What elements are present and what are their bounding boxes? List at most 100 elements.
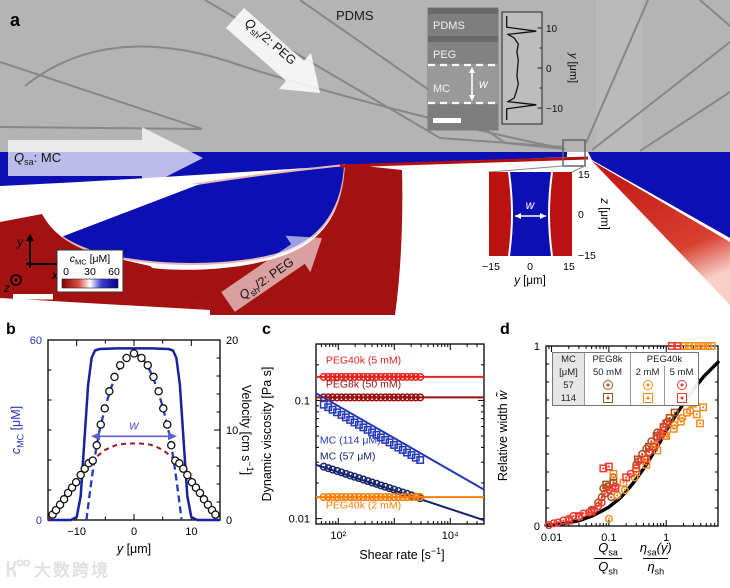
marker-dot-icon bbox=[572, 515, 575, 518]
circle-marker-icon bbox=[602, 380, 613, 391]
data-point-circle bbox=[195, 488, 205, 498]
legend-header-peg8k: PEG8k bbox=[584, 353, 630, 366]
circle-marker-icon bbox=[385, 372, 394, 381]
data-point-circle bbox=[110, 372, 119, 382]
square-marker-icon bbox=[632, 464, 641, 473]
legend-header-mc: MC bbox=[553, 353, 584, 366]
legend-marker-cell bbox=[664, 392, 698, 405]
square-marker-icon bbox=[676, 417, 685, 426]
x-tick: 15 bbox=[563, 261, 575, 273]
circle-marker-icon bbox=[597, 498, 606, 507]
square-marker-icon bbox=[587, 507, 596, 516]
circle-marker-icon bbox=[372, 493, 381, 502]
x-tick: −15 bbox=[482, 261, 500, 273]
square-marker-icon bbox=[640, 455, 649, 464]
x-tick-label: 0 bbox=[131, 526, 137, 538]
circle-marker-icon bbox=[363, 493, 372, 502]
marker-dot-icon bbox=[614, 485, 617, 488]
square-marker-icon bbox=[609, 469, 618, 478]
circle-marker-icon bbox=[341, 372, 350, 381]
square-marker-icon bbox=[649, 442, 658, 451]
circle-marker-icon bbox=[389, 493, 398, 502]
circle-marker-icon bbox=[394, 493, 403, 502]
circle-marker-icon bbox=[332, 393, 342, 402]
panel-a-microfluidics-image: PDMS a bbox=[0, 0, 730, 318]
legend-conc-5mM: 5 mM bbox=[664, 366, 698, 379]
circle-marker-icon bbox=[389, 393, 398, 402]
colorbar-title: cMC [μM] bbox=[70, 253, 111, 267]
marker-dot-icon bbox=[582, 512, 585, 515]
circle-marker-icon bbox=[328, 393, 337, 402]
data-point-circle bbox=[88, 456, 97, 465]
circle-marker-icon bbox=[346, 493, 355, 502]
marker-dot-icon bbox=[577, 515, 581, 518]
marker-dot-icon bbox=[702, 406, 705, 409]
square-marker-icon bbox=[656, 430, 665, 439]
square-marker-icon bbox=[707, 342, 716, 350]
series-label: MC (114 μM) bbox=[320, 435, 381, 447]
circle-marker-icon bbox=[381, 393, 390, 402]
circle-marker-icon bbox=[354, 372, 364, 381]
circle-marker-icon bbox=[416, 393, 425, 402]
y-axis-label: y bbox=[16, 235, 24, 249]
data-point-circle bbox=[96, 420, 105, 429]
legend-header-mc-unit: [μM] bbox=[553, 366, 584, 379]
data-point-circle bbox=[143, 360, 153, 370]
square-marker-icon bbox=[669, 424, 678, 433]
circle-marker-icon bbox=[389, 372, 398, 381]
inset-scale-bar bbox=[433, 118, 461, 123]
square-marker-icon bbox=[411, 453, 420, 462]
circle-marker-icon bbox=[337, 393, 346, 402]
panel-d-legend: MC PEG8k PEG40k [μM] 50 mM 2 mM 5 mM 57 … bbox=[552, 352, 699, 406]
y-tick-label: 0.1 bbox=[295, 395, 310, 407]
marker-dot-icon bbox=[556, 521, 560, 524]
circle-marker-icon bbox=[403, 493, 412, 502]
channel-walls bbox=[0, 0, 730, 152]
circle-marker-icon bbox=[328, 493, 337, 502]
circle-marker-icon bbox=[398, 488, 407, 497]
y-tick-label: 60 bbox=[30, 335, 42, 347]
marker-dot-icon bbox=[622, 481, 625, 484]
legend-marker-cell bbox=[584, 379, 630, 392]
simulation bbox=[0, 152, 730, 318]
data-point-circle bbox=[105, 387, 114, 396]
plot-frame bbox=[315, 343, 485, 525]
circle-marker-icon bbox=[368, 493, 377, 502]
interface-right bbox=[548, 171, 553, 257]
intensity-curve bbox=[506, 16, 537, 120]
circle-marker-icon bbox=[381, 482, 390, 491]
marker-dot-icon bbox=[603, 492, 606, 495]
marker-dot-icon bbox=[610, 496, 613, 499]
circle-marker-icon bbox=[544, 521, 553, 530]
data-point-circle bbox=[137, 353, 146, 363]
sheath-top-arrow-icon bbox=[226, 8, 320, 93]
square-marker-icon bbox=[416, 456, 425, 464]
data-point-circle bbox=[163, 420, 172, 429]
z-axis-label: z [μm] bbox=[598, 197, 610, 230]
colorbar-tick: 30 bbox=[84, 266, 96, 278]
mc-stream-right bbox=[588, 152, 730, 238]
x-tick-label: 10 bbox=[185, 526, 197, 538]
y-tick: 10 bbox=[546, 24, 558, 35]
pdms-label: PDMS bbox=[336, 8, 374, 23]
data-point-circle bbox=[211, 510, 220, 519]
circle-marker-icon bbox=[604, 514, 613, 523]
w-arrow-heads bbox=[91, 432, 177, 441]
circle-marker-icon bbox=[644, 448, 654, 457]
panel-d: d 0.01 0.1 1 0 1 Relative width w̃ Qsa Qsh η… bbox=[492, 318, 730, 588]
circle-marker-icon bbox=[368, 478, 377, 487]
circle-marker-icon bbox=[363, 476, 372, 486]
circle-marker-icon bbox=[376, 372, 385, 381]
square-marker-icon bbox=[602, 393, 613, 404]
marker-dot-icon bbox=[547, 524, 551, 527]
marker-dot-icon bbox=[637, 460, 640, 463]
watermark-text: 大数跨境 bbox=[34, 561, 110, 580]
layer-pdms-label: PDMS bbox=[433, 20, 465, 32]
watermark: 大数跨境 bbox=[4, 556, 110, 581]
white-corner bbox=[0, 298, 210, 315]
marker-dot-icon bbox=[679, 420, 682, 423]
circle-marker-icon bbox=[328, 465, 337, 474]
z-tick: −15 bbox=[578, 250, 596, 262]
colorbar: cMC [μM] 0 30 60 bbox=[56, 249, 124, 293]
marker-dot-icon bbox=[668, 416, 671, 420]
